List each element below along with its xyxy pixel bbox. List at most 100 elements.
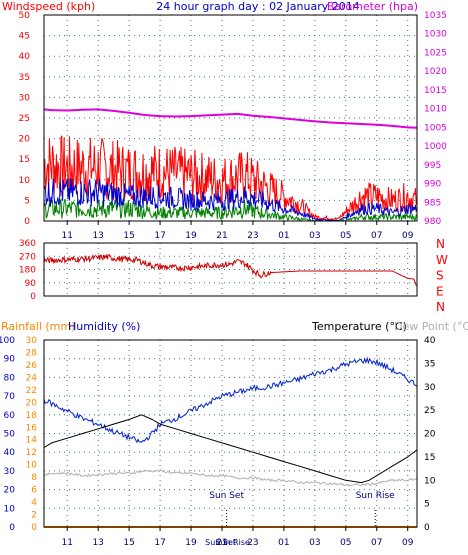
temperature-y-tick-label: 10: [424, 476, 436, 486]
wind-x-tick-label: 23: [247, 231, 258, 241]
compass-label: S: [436, 269, 444, 283]
rainfall-y-tick-label: 18: [26, 411, 38, 421]
sun-axis-label: Sun Set: [205, 538, 236, 547]
rainfall-y-tick-label: 20: [26, 398, 38, 408]
wind-x-tick-label: 19: [185, 231, 197, 241]
barometer-y-tick-label: 985: [424, 198, 441, 208]
wind-y-tick-label: 25: [19, 114, 30, 124]
temperature-y-tick-label: 5: [424, 500, 430, 510]
direction-series: [43, 253, 417, 286]
direction-y-tick-label: 180: [19, 266, 36, 276]
temperature-x-tick-label: 21: [216, 538, 227, 548]
temperature-x-tick-label: 05: [340, 538, 351, 548]
wind-y-ticks: 0 5 10 15 20 25 30 35 40 45 50: [19, 11, 31, 227]
humidity-y-ticks: 0 10 20 30 40 50 60 70 80 90 100: [0, 336, 15, 533]
humidity-y-tick-label: 40: [4, 448, 16, 458]
rainfall-y-tick-label: 8: [31, 473, 37, 483]
humidity-y-tick-label: 80: [4, 373, 16, 383]
barometer-y-tick-label: 990: [424, 180, 441, 190]
wind-x-ticks: 11 13 15 17 19 21 23 01 03 05 07 09: [61, 221, 414, 241]
wind-y-tick-label: 15: [19, 155, 30, 165]
humidity-y-tick-label: 100: [0, 336, 15, 346]
direction-y-tick-label: 360: [19, 239, 36, 249]
rainfall-y-tick-label: 16: [26, 423, 38, 433]
wind-x-tick-label: 17: [154, 231, 165, 241]
wind-x-tick-label: 05: [340, 231, 351, 241]
direction-y-tick-label: 0: [30, 292, 36, 302]
wind-y-tick-label: 20: [19, 135, 31, 145]
temperature-x-tick-label: 07: [371, 538, 382, 548]
wind-average-line: [43, 178, 417, 222]
compass-label: N: [436, 300, 445, 314]
wind-series: [43, 108, 418, 222]
wind-x-tick-label: 13: [92, 231, 103, 241]
humidity-y-tick-label: 30: [4, 467, 16, 477]
wind-y-tick-label: 10: [19, 176, 31, 186]
rainfall-y-tick-label: 30: [26, 336, 38, 346]
rainfall-y-tick-label: 4: [31, 498, 37, 508]
wind-y-tick-label: 30: [19, 93, 31, 103]
temperature-y-tick-label: 15: [424, 453, 435, 463]
humidity-y-tick-label: 70: [4, 392, 16, 402]
rainfall-y-tick-label: 12: [26, 448, 37, 458]
temperature-x-tick-label: 11: [61, 538, 72, 548]
rainfall-y-tick-label: 6: [31, 486, 37, 496]
temperature-x-tick-label: 15: [123, 538, 134, 548]
humidity-y-tick-label: 20: [4, 486, 16, 496]
rainfall-y-tick-label: 22: [26, 386, 37, 396]
barometer-y-tick-label: 1020: [424, 67, 447, 77]
barometer-y-ticks: 980 985 990 995 1000 1005 1010 1015 1020 1025 1030…: [424, 11, 447, 227]
humidity-y-tick-label: 50: [4, 430, 16, 440]
temperature-panel: Rainfall (mm) Humidity (%) Temperature (…: [0, 320, 468, 548]
temperature-y-ticks: 0 5 10 15 20 25 30 35 40: [424, 336, 436, 533]
sun-annotation-label: Sun Set: [209, 491, 244, 501]
rainfall-y-tick-label: 28: [26, 348, 38, 358]
wind-direction-line: [43, 253, 417, 286]
wind-x-tick-label: 09: [402, 231, 414, 241]
humidity-line: [43, 356, 417, 444]
wind-x-tick-label: 03: [309, 231, 320, 241]
wind-panel: Windspeed (kph) 24 hour graph day : 02 J…: [2, 0, 447, 241]
rainfall-y-tick-label: 24: [26, 373, 38, 383]
humidity-y-tick-label: 90: [4, 355, 16, 365]
rainfall-y-tick-label: 10: [26, 461, 38, 471]
sun-annotation-label: Sun Rise: [356, 491, 395, 501]
wind-x-tick-label: 15: [123, 231, 134, 241]
direction-y-tick-label: 270: [19, 252, 36, 262]
compass-label: N: [436, 237, 445, 251]
temperature-axis-title: Temperature (°C): [311, 320, 407, 333]
barometer-y-tick-label: 1035: [424, 11, 447, 21]
direction-y-ticks: 0 90 180 270 360: [19, 239, 36, 302]
humidity-y-tick-label: 0: [9, 523, 15, 533]
direction-plot-frame: [43, 242, 418, 297]
barometer-axis-title: Barometer (hpa): [327, 0, 418, 13]
temperature-y-tick-label: 35: [424, 359, 435, 369]
wind-y-tick-label: 0: [24, 217, 30, 227]
humidity-y-tick-label: 10: [4, 504, 16, 514]
temperature-y-tick-label: 30: [424, 383, 436, 393]
sun-annotations: Sun Set Sun Rise: [209, 491, 395, 527]
dewpoint-axis-title: Dew Point (°C): [394, 320, 468, 333]
temperature-y-tick-label: 40: [424, 336, 436, 346]
temperature-x-tick-label: 13: [92, 538, 103, 548]
humidity-y-tick-label: 60: [4, 411, 16, 421]
temperature-line: [43, 414, 418, 484]
temperature-x-tick-label: 19: [185, 538, 197, 548]
temperature-plot-frame: [43, 339, 418, 528]
barometer-y-tick-label: 1005: [424, 123, 447, 133]
wind-x-tick-label: 01: [278, 231, 289, 241]
temperature-y-tick-label: 25: [424, 406, 435, 416]
chart-title: 24 hour graph day : 02 January 2014: [156, 0, 360, 13]
barometer-y-tick-label: 980: [424, 217, 441, 227]
wind-lull-line: [43, 197, 417, 222]
barometer-y-tick-label: 1015: [424, 86, 447, 96]
rainfall-y-tick-label: 14: [26, 436, 38, 446]
humidity-axis-title: Humidity (%): [68, 320, 140, 333]
wind-x-tick-label: 07: [371, 231, 382, 241]
barometer-y-tick-label: 1000: [424, 142, 447, 152]
